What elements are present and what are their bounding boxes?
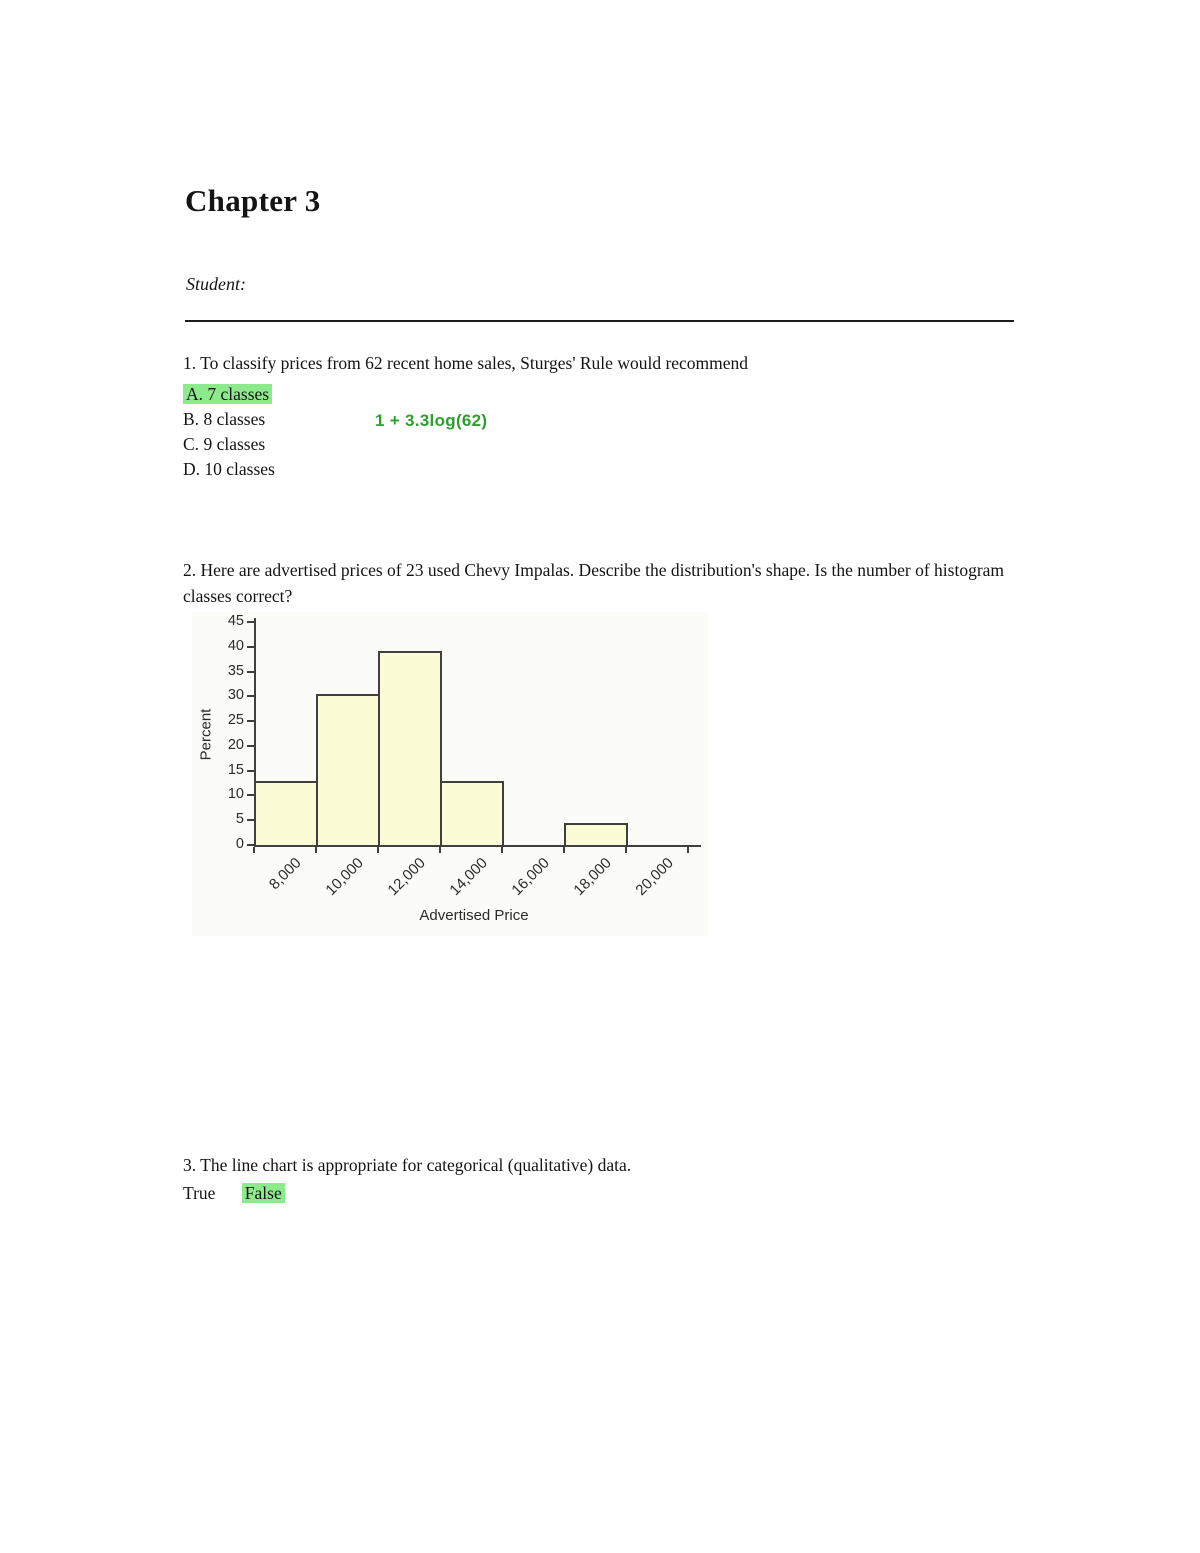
x-tick-mark: [377, 847, 379, 853]
sturges-formula-annotation: 1 + 3.3log(62): [375, 411, 488, 430]
question-2-text: 2. Here are advertised prices of 23 used…: [183, 560, 1005, 606]
question-1: 1. To classify prices from 62 recent hom…: [183, 350, 1023, 482]
option-a-text: 7 classes: [207, 384, 270, 404]
question-1-options: A. 7 classes B. 8 classes 1 + 3.3log(62)…: [183, 382, 1023, 482]
x-tick-label: 12,000: [384, 854, 430, 899]
x-tick-label: 10,000: [322, 854, 368, 899]
question-3-text: 3. The line chart is appropriate for cat…: [183, 1155, 632, 1175]
x-tick-mark: [687, 847, 689, 853]
x-tick-label: 8,000: [266, 854, 306, 894]
y-tick-mark: [247, 695, 254, 698]
x-tick-label: 18,000: [570, 854, 616, 899]
y-tick-label: 35: [227, 662, 244, 679]
histogram-bar: [378, 651, 442, 845]
y-tick-mark: [247, 794, 254, 797]
y-tick-mark: [247, 645, 254, 648]
histogram-chart: 0 5 10 15 20 25 30 35 40 45 8,000 10,000 12,000 14,00…: [192, 612, 708, 936]
question-1-text: 1. To classify prices from 62 recent hom…: [183, 353, 749, 373]
x-tick-mark: [501, 847, 503, 853]
chart-plot-area: 0 5 10 15 20 25 30 35 40 45 8,000 10,000 12,000 14,00…: [192, 612, 708, 936]
false-option[interactable]: False: [241, 1183, 285, 1203]
option-d[interactable]: D. 10 classes: [183, 457, 1023, 482]
x-tick-mark: [253, 847, 255, 853]
x-tick-mark: [439, 847, 441, 853]
y-tick-label: 45: [227, 613, 244, 629]
y-tick-mark: [247, 819, 254, 822]
x-tick-mark: [315, 847, 317, 853]
histogram-bar: [440, 781, 504, 845]
y-tick-label: 5: [235, 811, 244, 828]
page-title: Chapter 3: [185, 183, 321, 218]
option-b[interactable]: B. 8 classes 1 + 3.3log(62): [183, 407, 1023, 432]
y-tick-mark: [247, 621, 254, 623]
question-2: 2. Here are advertised prices of 23 used…: [183, 557, 1028, 609]
y-tick-label: 25: [227, 712, 244, 729]
x-tick-label: 14,000: [446, 854, 492, 899]
y-tick-label: 0: [235, 836, 244, 852]
y-axis-title: Percent: [197, 708, 215, 761]
x-tick-mark: [563, 847, 565, 853]
option-d-text: 10 classes: [204, 459, 275, 479]
option-a-highlight: A. 7 classes: [183, 384, 273, 404]
option-d-label: D.: [183, 459, 201, 479]
option-a[interactable]: A. 7 classes: [183, 382, 1023, 407]
y-tick-label: 30: [227, 687, 244, 704]
y-tick-label: 10: [227, 786, 244, 803]
y-axis-line: [254, 618, 256, 847]
option-b-label: B.: [183, 409, 200, 429]
x-axis-line: [254, 845, 701, 847]
option-c-label: C.: [183, 434, 200, 454]
y-tick-label: 20: [227, 736, 244, 753]
option-c[interactable]: C. 9 classes: [183, 432, 1023, 457]
question-3: 3. The line chart is appropriate for cat…: [183, 1152, 1023, 1206]
x-tick-label: 20,000: [632, 854, 678, 899]
y-tick-label: 40: [227, 637, 244, 654]
x-tick-mark: [625, 847, 627, 853]
y-tick-mark: [247, 769, 254, 772]
x-axis-title: Advertised Price: [419, 907, 529, 924]
option-b-text: 8 classes: [203, 409, 266, 429]
histogram-bar: [564, 823, 628, 845]
histogram-bar: [316, 694, 380, 845]
true-option[interactable]: True: [183, 1183, 216, 1203]
y-tick-mark: [247, 744, 254, 747]
y-tick-mark: [247, 720, 254, 723]
true-false-row: True False: [183, 1180, 1023, 1206]
divider-line: [185, 320, 1014, 322]
histogram-bar: [254, 781, 318, 845]
option-a-label: A.: [186, 384, 204, 404]
y-tick-mark: [247, 844, 254, 846]
student-label: Student:: [186, 274, 246, 294]
option-c-text: 9 classes: [203, 434, 266, 454]
y-tick-label: 15: [227, 761, 244, 778]
x-tick-label: 16,000: [508, 854, 554, 899]
y-tick-mark: [247, 670, 254, 673]
